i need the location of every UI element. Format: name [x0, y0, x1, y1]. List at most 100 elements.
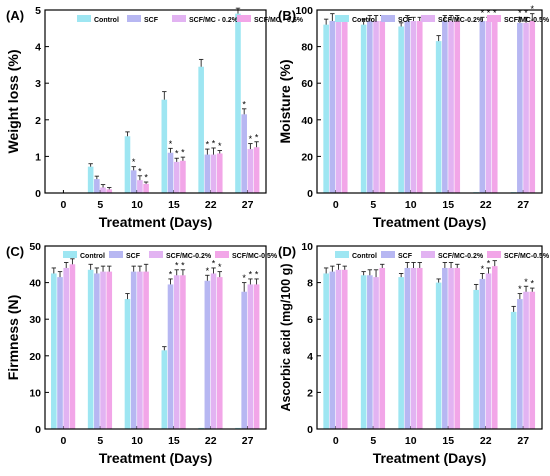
significance-star: * [487, 8, 491, 18]
significance-star: * [481, 264, 485, 274]
bar [341, 20, 348, 194]
legend-label: SCF/MC-0.2% [166, 253, 212, 260]
bar [124, 136, 131, 193]
x-tick-label: 27 [517, 435, 529, 447]
x-tick-label: 27 [242, 435, 254, 447]
bar [404, 20, 411, 194]
bar [404, 267, 411, 429]
bar [323, 273, 329, 429]
legend-label: SCF [398, 253, 413, 260]
bar [204, 154, 211, 193]
x-tick-label: 0 [60, 199, 66, 211]
significance-star: * [249, 134, 253, 144]
y-tick-label: 80 [301, 42, 313, 54]
significance-star: * [481, 8, 485, 18]
bar [137, 271, 143, 429]
legend-swatch [487, 15, 501, 22]
y-tick-label: 20 [29, 351, 41, 363]
legend-swatch [335, 15, 349, 22]
legend-label: SCF/MC-0.2% [438, 17, 484, 24]
x-axis-title: Treatment (Days) [373, 214, 487, 230]
bar [69, 264, 76, 429]
bar [373, 277, 379, 429]
plot-frame [316, 245, 543, 430]
bar [167, 284, 174, 429]
significance-star: * [255, 132, 259, 142]
x-tick-label: 10 [131, 435, 143, 447]
legend-label: SCF/MC - 0.2% [189, 17, 239, 24]
bar [143, 183, 149, 193]
bar [473, 289, 479, 429]
legend-swatch [215, 251, 229, 258]
significance-star: * [530, 4, 534, 14]
x-tick-label: 0 [333, 435, 339, 447]
legend-label: SCF/MC - 0.5% [254, 17, 304, 24]
x-tick-label: 15 [442, 199, 454, 211]
bar [379, 20, 386, 194]
bar [360, 275, 367, 429]
legend-label: SCF/MC-0.2% [438, 253, 484, 260]
x-axis-title: Treatment (Days) [99, 214, 213, 230]
bar [173, 275, 180, 429]
bar [491, 266, 498, 429]
y-tick-label: 0 [35, 188, 41, 200]
x-tick-label: 10 [405, 199, 417, 211]
significance-star: * [255, 269, 259, 279]
significance-star: * [524, 8, 528, 18]
y-axis-title: Moisture (%) [277, 60, 293, 144]
bar [454, 20, 461, 194]
bar [367, 275, 373, 429]
legend-swatch [381, 15, 395, 22]
bar [210, 273, 217, 429]
bar [210, 154, 217, 193]
significance-star: * [169, 269, 173, 279]
legend-swatch [127, 15, 141, 22]
significance-star: * [144, 173, 148, 183]
y-tick-label: 30 [29, 314, 41, 326]
bar [247, 284, 254, 429]
significance-star: * [218, 141, 222, 151]
x-tick-label: 10 [131, 199, 143, 211]
bar [180, 275, 186, 429]
legend-swatch [172, 15, 186, 22]
bar [523, 291, 529, 429]
legend-label: Control [80, 253, 105, 260]
bar [130, 271, 137, 429]
legend-label: SCF [126, 253, 141, 260]
bar [491, 20, 498, 194]
bar [137, 180, 143, 193]
x-tick-label: 5 [97, 199, 103, 211]
legend-swatch [63, 251, 77, 258]
bar [410, 20, 417, 194]
y-tick-label: 8 [307, 278, 313, 290]
x-tick-label: 5 [370, 199, 376, 211]
y-tick-label: 4 [35, 42, 41, 54]
y-tick-label: 0 [307, 188, 313, 200]
bar [167, 152, 174, 193]
bar [448, 20, 454, 194]
bar [398, 26, 404, 193]
bar [173, 161, 180, 193]
bar [216, 277, 223, 429]
bar [510, 311, 517, 429]
bar [329, 271, 336, 429]
bar [367, 20, 373, 194]
bar [161, 350, 168, 429]
bar [94, 179, 100, 193]
legend-swatch [381, 251, 395, 258]
legend-label: Control [352, 17, 377, 24]
panel-label: (D) [278, 244, 296, 259]
y-axis-title: Firmness (N) [5, 295, 21, 381]
y-tick-label: 100 [295, 5, 313, 17]
y-tick-label: 20 [301, 151, 313, 163]
bar [479, 278, 486, 429]
bar [329, 20, 336, 194]
y-tick-label: 50 [29, 241, 41, 253]
bar [51, 273, 57, 429]
legend-swatch [149, 251, 163, 258]
bar [100, 271, 106, 429]
legend-label: SCF/MC-0.5% [232, 253, 278, 260]
y-tick-label: 40 [301, 115, 313, 127]
y-tick-label: 10 [29, 387, 41, 399]
significance-star: * [487, 258, 491, 268]
